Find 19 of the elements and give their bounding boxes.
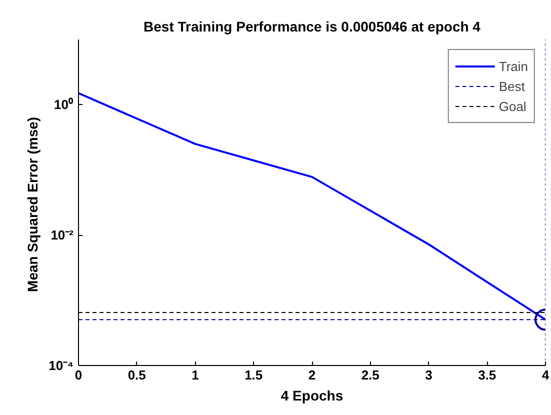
line-series	[78, 92, 546, 321]
x-tick-label: 1	[192, 368, 199, 382]
y-axis-title: Mean Squared Error (mse)	[24, 116, 41, 292]
legend-label: Best	[498, 78, 525, 94]
y-tick-label: 10⁻⁴	[48, 358, 74, 373]
x-tick-label: 4	[542, 368, 550, 382]
x-tick-label: 0.5	[128, 368, 146, 382]
x-tick-label: 2.5	[361, 368, 380, 382]
x-tick-label: 2	[308, 368, 316, 382]
y-tick-label: 10⁻²	[50, 228, 74, 243]
x-tick-label: 3.5	[478, 368, 496, 382]
x-tick-label: 0	[74, 368, 82, 382]
x-tick-label: 3	[425, 368, 432, 382]
legend-label: Goal	[498, 98, 526, 114]
chart-title: Best Training Performance is 0.0005046 at epoch 4	[144, 18, 481, 34]
x-axis-title: 4 Epochs	[280, 388, 344, 404]
y-tick-label: 10⁰	[54, 97, 74, 112]
x-tick-label: 1.5	[244, 368, 263, 382]
legend-label: Train	[498, 58, 528, 74]
